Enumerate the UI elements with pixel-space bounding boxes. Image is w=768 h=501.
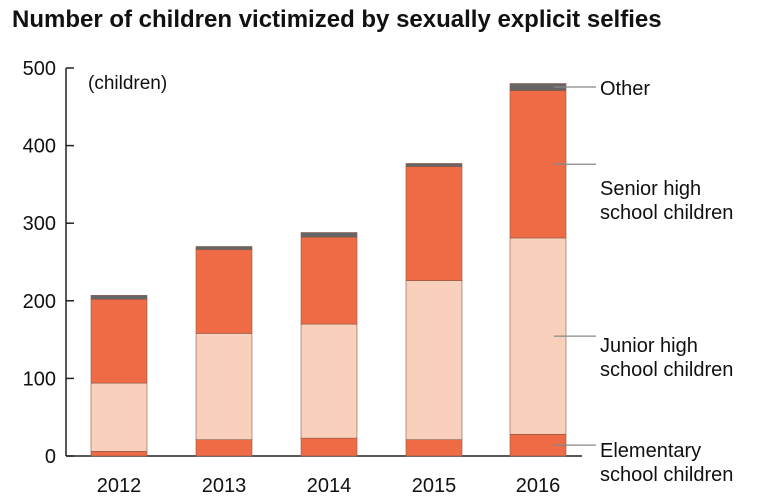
legend-label: Other xyxy=(600,78,650,100)
y-tick-label: 0 xyxy=(45,446,56,468)
x-tick-label: 2016 xyxy=(516,475,561,497)
y-tick-label: 100 xyxy=(23,368,56,390)
bar-segment-2015-1 xyxy=(405,439,463,457)
legend-label: Senior high xyxy=(600,178,701,200)
y-tick-label: 500 xyxy=(23,58,56,80)
chart-title: Number of children victimized by sexuall… xyxy=(12,6,662,33)
bar-segment-2013-4 xyxy=(195,246,253,250)
bar-segment-2012-2 xyxy=(90,382,148,452)
y-tick-label: 300 xyxy=(23,213,56,235)
bar-segment-2014-1 xyxy=(300,437,358,457)
bar-segment-2013-3 xyxy=(195,249,253,334)
legend-label: Elementary xyxy=(600,440,701,462)
x-tick-label: 2013 xyxy=(202,475,247,497)
x-tick-label: 2015 xyxy=(412,475,457,497)
legend-label: Junior high xyxy=(600,335,698,357)
legend-label: school children xyxy=(600,359,733,381)
bar-segment-2015-4 xyxy=(405,163,463,167)
bar-segment-2013-1 xyxy=(195,439,253,457)
bar-segment-2012-4 xyxy=(90,295,148,300)
bar-segment-2015-2 xyxy=(405,280,463,441)
bar-segment-2013-2 xyxy=(195,333,253,441)
bar-segment-2014-2 xyxy=(300,323,358,439)
bar-segment-2015-3 xyxy=(405,166,463,281)
x-tick-label: 2012 xyxy=(97,475,142,497)
bar-segment-2014-4 xyxy=(300,232,358,238)
y-unit-label: (children) xyxy=(88,73,167,94)
y-tick-label: 200 xyxy=(23,291,56,313)
x-tick-label: 2014 xyxy=(307,475,352,497)
y-tick-label: 400 xyxy=(23,136,56,158)
bar-segment-2014-3 xyxy=(300,236,358,325)
bar-segment-2012-3 xyxy=(90,298,148,384)
bar-segment-2012-1 xyxy=(90,451,148,457)
legend-label: school children xyxy=(600,464,733,486)
legend-label: school children xyxy=(600,202,733,224)
